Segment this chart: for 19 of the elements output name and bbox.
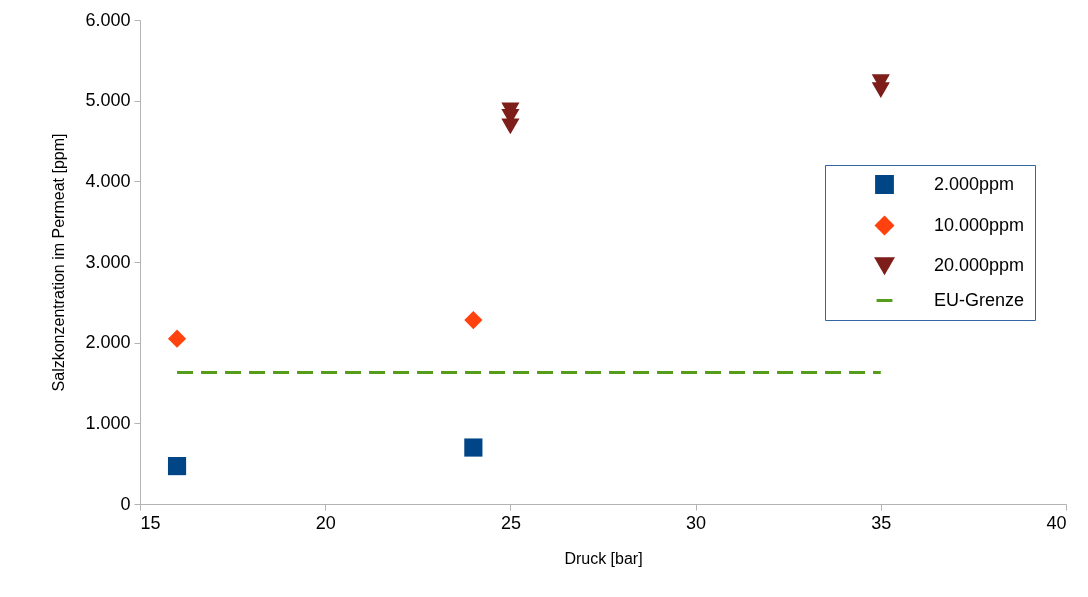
y-tick-label: 6.000	[85, 9, 131, 30]
legend-label: 2.000ppm	[934, 173, 1015, 194]
y-tick-label: 1.000	[85, 412, 131, 433]
x-tick-label: 15	[140, 512, 161, 533]
x-tick-label: 40	[1046, 512, 1067, 533]
x-tick-label: 25	[500, 512, 521, 533]
x-tick-label: 35	[871, 512, 892, 533]
legend-label: 20.000ppm	[934, 254, 1025, 275]
x-tick-label: 20	[315, 512, 336, 533]
legend-label: EU-Grenze	[934, 289, 1025, 310]
y-tick-label: 5.000	[85, 90, 131, 111]
y-axis-title: Salzkonzentration im Permeat [ppm]	[50, 133, 68, 392]
legend-label: 10.000ppm	[934, 214, 1025, 235]
y-tick-label: 0	[120, 493, 131, 514]
x-tick-label: 30	[686, 512, 707, 533]
y-tick-label: 2.000	[85, 332, 131, 353]
y-tick-label: 3.000	[85, 251, 131, 272]
x-axis-title: Druck [bar]	[564, 549, 643, 567]
y-tick-label: 4.000	[85, 170, 131, 191]
